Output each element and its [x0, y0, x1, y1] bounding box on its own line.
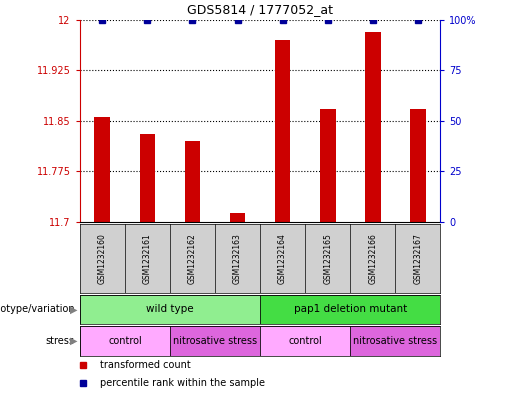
- Bar: [260, 295, 440, 324]
- Bar: [350, 326, 440, 356]
- Text: GSM1232166: GSM1232166: [368, 233, 377, 284]
- Bar: [94, 118, 110, 222]
- Text: stress: stress: [46, 336, 75, 346]
- Bar: [274, 40, 290, 222]
- Text: pap1 deletion mutant: pap1 deletion mutant: [294, 305, 407, 314]
- Text: GSM1232163: GSM1232163: [233, 233, 242, 284]
- Text: genotype/variation: genotype/variation: [0, 305, 75, 314]
- Bar: [365, 32, 381, 222]
- Title: GDS5814 / 1777052_at: GDS5814 / 1777052_at: [187, 3, 333, 16]
- Text: GSM1232164: GSM1232164: [278, 233, 287, 284]
- Bar: [230, 213, 246, 222]
- Bar: [260, 326, 350, 356]
- Text: ▶: ▶: [70, 336, 77, 346]
- Text: percentile rank within the sample: percentile rank within the sample: [100, 378, 265, 388]
- Text: ▶: ▶: [70, 305, 77, 314]
- Bar: [80, 326, 170, 356]
- Text: GSM1232167: GSM1232167: [414, 233, 422, 284]
- Text: GSM1232161: GSM1232161: [143, 233, 152, 284]
- Text: control: control: [108, 336, 142, 346]
- Bar: [80, 295, 260, 324]
- Text: transformed count: transformed count: [100, 360, 191, 371]
- Text: wild type: wild type: [146, 305, 194, 314]
- Text: GSM1232165: GSM1232165: [323, 233, 332, 284]
- Bar: [170, 326, 260, 356]
- Bar: [320, 109, 336, 222]
- Text: nitrosative stress: nitrosative stress: [173, 336, 257, 346]
- Text: nitrosative stress: nitrosative stress: [353, 336, 437, 346]
- Text: control: control: [288, 336, 322, 346]
- Text: GSM1232162: GSM1232162: [188, 233, 197, 284]
- Bar: [140, 134, 156, 222]
- Bar: [410, 109, 426, 222]
- Bar: [184, 141, 200, 222]
- Text: GSM1232160: GSM1232160: [98, 233, 107, 284]
